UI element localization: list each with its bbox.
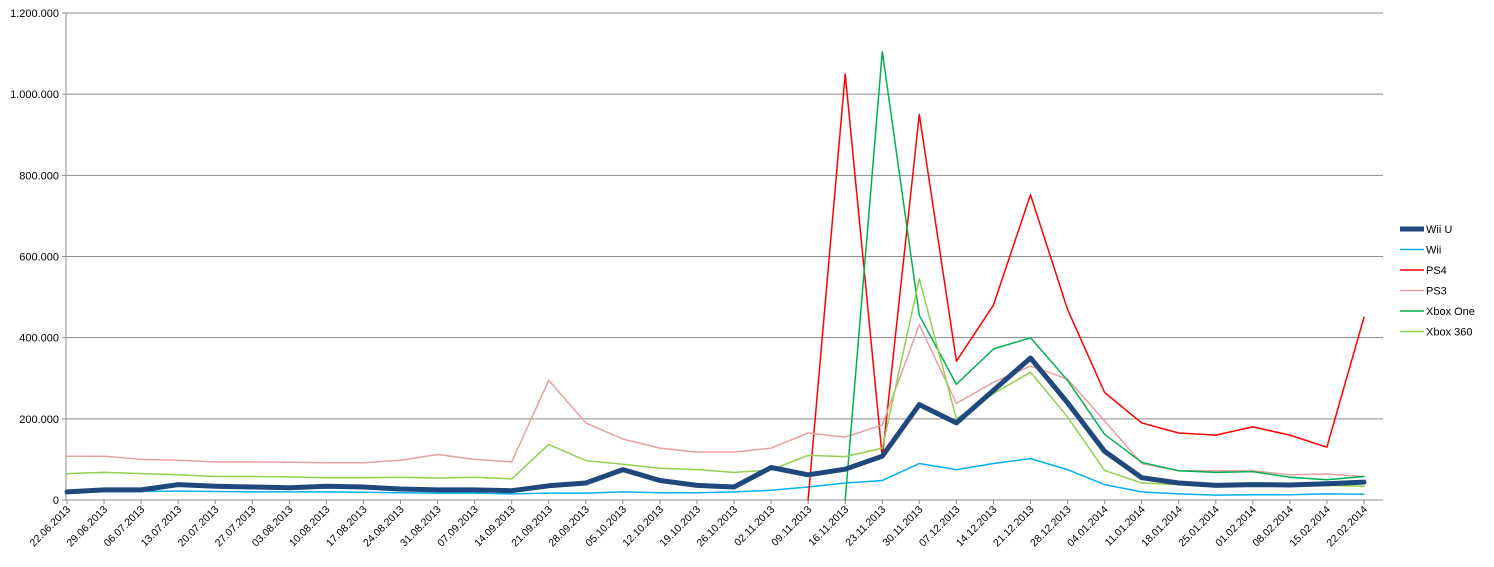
y-tick-label: 800.000 xyxy=(19,170,59,182)
y-tick-label: 1.200.000 xyxy=(10,8,59,20)
legend-label-xbox-360: Xbox 360 xyxy=(1426,327,1472,339)
series-line-wii xyxy=(66,457,1365,496)
legend-label-wii: Wii xyxy=(1426,245,1441,257)
y-axis-tick-labels: 0 200.000 400.000 600.000 800.000 1.000.000 1.… xyxy=(10,8,59,507)
series-line-wii-u xyxy=(64,355,1367,495)
axes xyxy=(62,12,1383,504)
legend-label-ps3: PS3 xyxy=(1426,286,1447,298)
y-tick-label: 200.000 xyxy=(19,414,59,426)
y-tick-label: 0 xyxy=(53,495,59,507)
series-line-xbox-one xyxy=(844,50,1365,501)
series-line-ps3 xyxy=(66,323,1365,478)
legend-label-xbox-one: Xbox One xyxy=(1426,306,1475,318)
series-lines xyxy=(64,50,1367,501)
series-line-ps4 xyxy=(807,73,1365,501)
gridlines xyxy=(66,12,1383,420)
series-line-xbox-360 xyxy=(66,278,1365,487)
legend-label-wii-u: Wii U xyxy=(1426,224,1452,236)
legend-label-ps4: PS4 xyxy=(1426,265,1447,277)
x-axis-tick-labels: 22.06.201329.06.201306.07.201313.07.2013… xyxy=(27,504,1370,550)
y-tick-label: 600.000 xyxy=(19,252,59,264)
legend: Wii U Wii PS4 PS3 Xbox One Xbox 360 xyxy=(1400,224,1475,339)
y-tick-label: 400.000 xyxy=(19,333,59,345)
y-tick-label: 1.000.000 xyxy=(10,89,59,101)
